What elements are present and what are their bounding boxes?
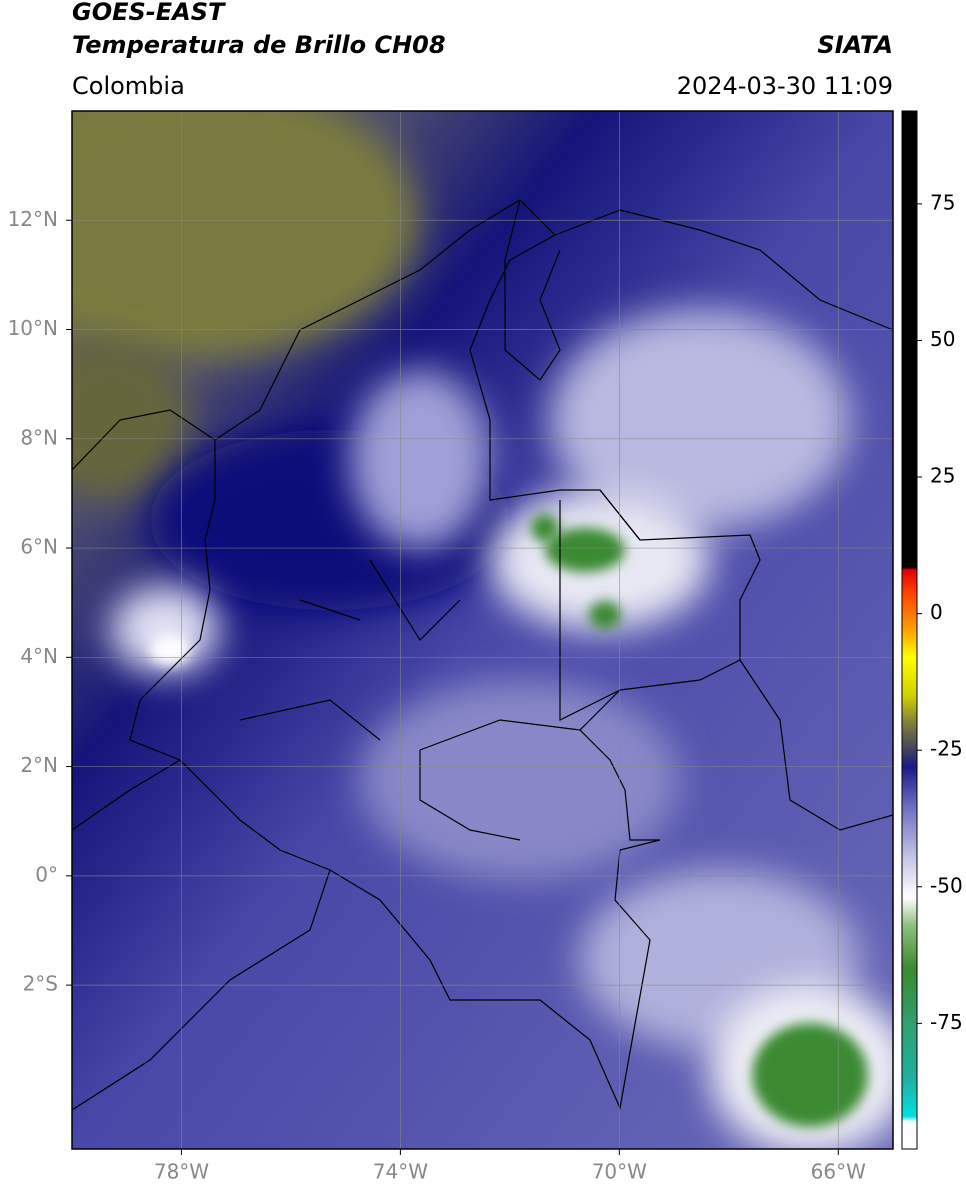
satellite: GOES-EAST xyxy=(72,0,226,26)
y-tick-label: 12°N xyxy=(8,207,58,231)
graticule xyxy=(72,111,893,1149)
product: Temperatura de Brillo CH08 xyxy=(72,31,446,59)
map-frame xyxy=(71,110,894,1150)
source: SIATA xyxy=(817,31,893,59)
colorbar-tick-label: 50 xyxy=(930,327,955,351)
y-tick-label: 10°N xyxy=(8,316,58,340)
y-tick-label: 2°S xyxy=(23,972,58,996)
colorbar-tick-label: 25 xyxy=(930,464,955,488)
colorbar-tick-label: -25 xyxy=(930,737,963,761)
satellite-image xyxy=(72,111,893,1149)
colorbar-tick-label: -50 xyxy=(930,873,963,897)
y-tick-label: 8°N xyxy=(20,425,58,449)
y-tick-label: 2°N xyxy=(20,753,58,777)
colorbar-tick-label: 0 xyxy=(930,600,943,624)
datetime: 2024-03-30 11:09 xyxy=(677,72,893,100)
y-tick-label: 4°N xyxy=(20,644,58,668)
x-tick-label: 74°W xyxy=(373,1160,428,1184)
y-tick-label: 0° xyxy=(35,862,58,886)
x-tick-label: 66°W xyxy=(811,1160,866,1184)
colorbar xyxy=(901,110,918,1150)
colorbar-tick-label: 75 xyxy=(930,190,955,214)
y-tick-label: 6°N xyxy=(20,535,58,559)
x-tick-label: 78°W xyxy=(154,1160,209,1184)
x-tick-label: 70°W xyxy=(592,1160,647,1184)
region: Colombia xyxy=(72,72,185,100)
colorbar-tick-label: -75 xyxy=(930,1010,963,1034)
